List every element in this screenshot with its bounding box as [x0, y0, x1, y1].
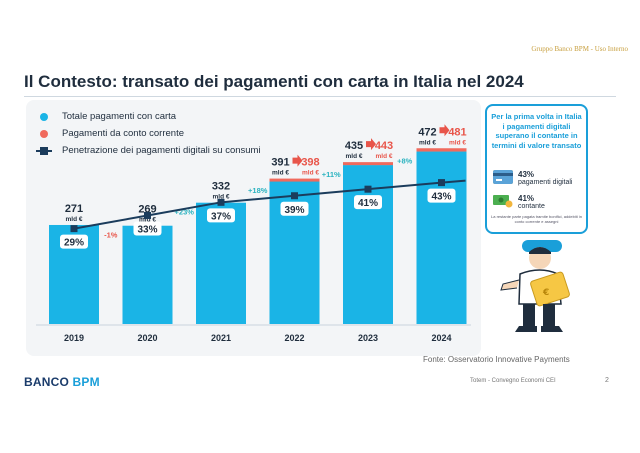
bar-account-2024: [416, 148, 467, 152]
line-label-bg-2022: [280, 201, 309, 216]
line-label-bg-2019: [60, 234, 88, 249]
value-label-account-2023: 443: [375, 140, 393, 152]
page-number: 2: [605, 377, 609, 384]
x-tick-2021: 2021: [211, 333, 231, 343]
digital-label: pagamenti digitali: [518, 179, 573, 186]
unit-label-account-2024: mld €: [449, 139, 466, 146]
svg-text:€: €: [542, 288, 549, 298]
unit-label-account-2022: mld €: [302, 170, 319, 177]
unit-label-card-2023: mld €: [346, 153, 363, 160]
value-label-card-2023: 435: [345, 140, 363, 152]
line-label-bg-2024: [427, 188, 456, 203]
bar-account-2023: [343, 162, 393, 166]
line-label-2020: 33%: [137, 224, 157, 235]
cash-label: contante: [518, 203, 545, 210]
line-label-2024: 43%: [431, 192, 451, 203]
legend-label-account: Pagamenti da conto corrente: [62, 128, 184, 139]
bar-card-2021: [196, 202, 246, 324]
line-label-bg-2021: [207, 208, 235, 223]
bar-card-2024: [416, 151, 467, 324]
unit-label-card-2021: mld €: [213, 194, 230, 201]
line-point-2024: [438, 179, 445, 187]
legend-item-line: Penetrazione dei pagamenti digitali su c…: [36, 142, 261, 159]
logo-part-1: BANCO: [24, 375, 73, 389]
line-label-2019: 29%: [64, 238, 84, 249]
line-label-bg-2020: [133, 221, 162, 236]
growth-label-5: +8%: [397, 157, 413, 166]
value-label-card-2022: 391: [271, 157, 289, 169]
line-label-2021: 37%: [211, 211, 231, 222]
slide-title: Il Contesto: transato dei pagamenti con …: [24, 72, 524, 91]
legend-marker-account: [40, 129, 48, 138]
line-point-2023: [364, 185, 372, 193]
arrow-icon-2022: [292, 154, 303, 167]
legend-marker-card: [40, 112, 48, 121]
info-row-digital: 43% pagamenti digitali: [493, 170, 572, 186]
line-point-2021: [217, 198, 225, 206]
line-label-bg-2023: [354, 195, 382, 210]
x-tick-2024: 2024: [431, 333, 451, 343]
digital-percentage: 43%: [518, 170, 535, 179]
legend-label-card: Totale pagamenti con carta: [62, 111, 177, 122]
bar-card-2020: [122, 225, 173, 324]
growth-label-4: +11%: [322, 170, 341, 179]
logo-part-2: BPM: [72, 375, 100, 389]
cash-percentage: 41%: [518, 194, 535, 203]
x-tick-2023: 2023: [358, 333, 378, 343]
value-label-card-2021: 332: [212, 181, 230, 193]
x-tick-2019: 2019: [64, 333, 84, 343]
cash-icon: [493, 194, 513, 208]
info-headline: Per la prima volta in Italia i pagamenti…: [491, 112, 582, 150]
growth-label-2: +23%: [175, 208, 195, 217]
title-divider: [24, 96, 616, 97]
value-label-account-2022: 398: [301, 157, 319, 169]
legend-marker-line: [36, 146, 52, 155]
info-row-cash: 41% contante: [493, 194, 545, 210]
unit-label-account-2023: mld €: [376, 153, 393, 160]
growth-label-1: -1%: [104, 231, 118, 240]
unit-label-card-2019: mld €: [66, 216, 83, 223]
chart-panel: 2019 2020 2021 2022 2023 2024 271 mld €269 mld €…: [26, 100, 481, 356]
source-note: Fonte: Osservatorio Innovative Payments: [423, 355, 570, 364]
info-card: Per la prima volta in Italia i pagamenti…: [485, 104, 588, 234]
banco-bpm-logo: BANCO BPM: [24, 375, 100, 389]
line-point-2022: [291, 192, 298, 200]
value-label-card-2020: 269: [138, 204, 156, 216]
legend-label-line: Penetrazione dei pagamenti digitali su c…: [62, 145, 261, 156]
x-tick-2022: 2022: [284, 333, 304, 343]
line-point-2020: [144, 211, 151, 219]
arrow-icon-2024: [439, 124, 450, 137]
footer-text: Totem - Convegno Economi CEI: [470, 378, 556, 384]
legend-item-card: Totale pagamenti con carta: [36, 108, 261, 125]
unit-label-card-2022: mld €: [272, 170, 289, 177]
info-note: La restante parte pagata tramite bonific…: [491, 214, 582, 224]
value-label-card-2024: 472: [418, 126, 436, 138]
unit-label-card-2024: mld €: [419, 139, 436, 146]
value-label-card-2019: 271: [65, 203, 83, 215]
classification-label: Gruppo Banco BPM - Uso Interno: [531, 45, 628, 53]
unit-label-card-2020: mld €: [139, 217, 156, 224]
x-tick-2020: 2020: [137, 333, 157, 343]
credit-card-icon: [493, 170, 513, 184]
bar-account-2022: [269, 178, 320, 182]
person-with-card-illustration: €: [495, 240, 575, 335]
arrow-icon-2023: [366, 138, 376, 151]
line-label-2023: 41%: [358, 198, 378, 209]
growth-label-3: +18%: [248, 186, 268, 195]
legend: Totale pagamenti con carta Pagamenti da …: [36, 108, 261, 159]
value-label-account-2024: 481: [448, 126, 466, 138]
legend-item-account: Pagamenti da conto corrente: [36, 125, 261, 142]
line-label-2022: 39%: [284, 205, 304, 216]
line-point-2019: [70, 225, 78, 233]
